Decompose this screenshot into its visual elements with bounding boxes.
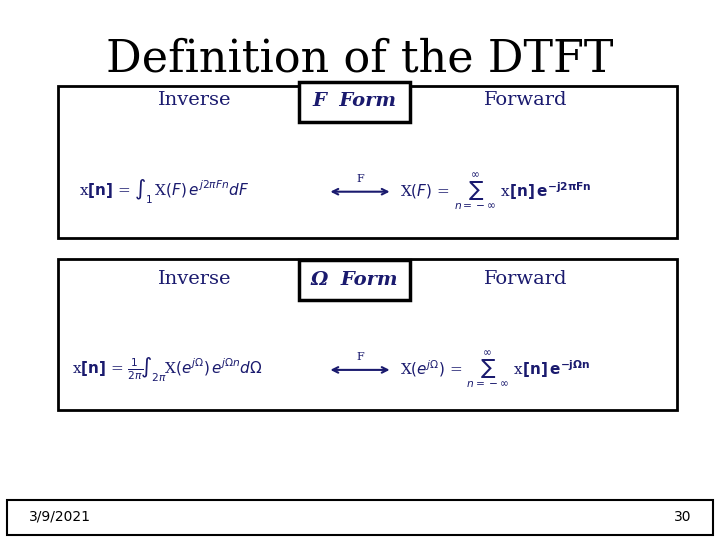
FancyBboxPatch shape (7, 500, 713, 535)
FancyBboxPatch shape (299, 82, 410, 122)
FancyBboxPatch shape (299, 260, 410, 300)
Text: Inverse: Inverse (158, 91, 231, 109)
Text: F: F (356, 173, 364, 184)
Text: x$\bf{[}n\bf{]}$ = $\frac{1}{2\pi}\!\int_{2\pi}\!\!$ X$(e^{j\Omega})\,e^{j\Omega: x$\bf{[}n\bf{]}$ = $\frac{1}{2\pi}\!\int… (72, 356, 263, 384)
Text: 3/9/2021: 3/9/2021 (29, 510, 91, 524)
Text: 30: 30 (674, 510, 691, 524)
Text: Forward: Forward (484, 269, 567, 288)
Text: x$\bf{[}n\bf{]}$ = $\int_1\!$ X$(F)\,e^{j2\pi Fn}dF$: x$\bf{[}n\bf{]}$ = $\int_1\!$ X$(F)\,e^{… (79, 178, 249, 206)
Text: F: F (356, 352, 364, 362)
Text: Inverse: Inverse (158, 269, 231, 288)
FancyBboxPatch shape (58, 86, 677, 238)
Text: Definition of the DTFT: Definition of the DTFT (107, 38, 613, 81)
Text: X$(F)$ = $\sum_{n=-\infty}^{\infty}$ x$\bf{[}n\bf{]}\,e^{-j2\pi Fn}$: X$(F)$ = $\sum_{n=-\infty}^{\infty}$ x$\… (400, 171, 591, 213)
Text: Forward: Forward (484, 91, 567, 109)
Text: F  Form: F Form (312, 92, 397, 110)
Text: Ω  Form: Ω Form (311, 271, 398, 289)
FancyBboxPatch shape (58, 259, 677, 410)
Text: X$(e^{j\Omega})$ = $\sum_{n=-\infty}^{\infty}$ x$\bf{[}n\bf{]}\,e^{-j\Omega n}$: X$(e^{j\Omega})$ = $\sum_{n=-\infty}^{\i… (400, 349, 590, 391)
